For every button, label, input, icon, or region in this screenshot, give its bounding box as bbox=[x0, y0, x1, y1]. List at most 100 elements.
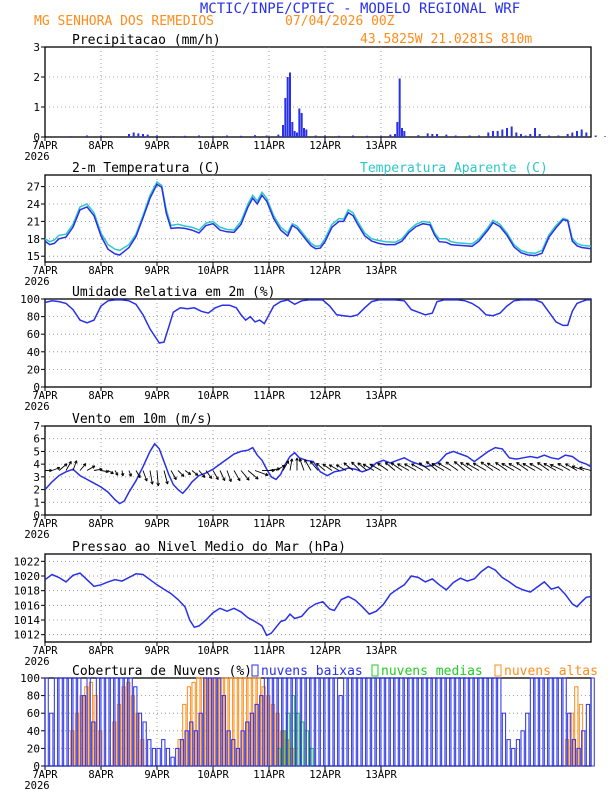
wind-vector-head bbox=[328, 464, 333, 468]
precip-bar bbox=[137, 133, 140, 137]
cloud-title: Cobertura de Nuvens (%) bbox=[72, 664, 252, 679]
precip-bar bbox=[403, 131, 406, 137]
cloud-low-bar bbox=[441, 677, 446, 767]
temp-frame bbox=[44, 174, 592, 263]
wind-vector-head bbox=[295, 457, 299, 461]
wind-vector-head bbox=[472, 462, 477, 466]
cloud-low-bar bbox=[543, 677, 549, 767]
rh-xtick-label: 12APR bbox=[309, 390, 341, 402]
precip-bar bbox=[142, 134, 144, 137]
wind-vector bbox=[438, 462, 452, 471]
cloud-low-bar bbox=[347, 677, 353, 767]
pres-ytick-label: 1016 bbox=[14, 599, 41, 612]
cloud-low-bar bbox=[520, 730, 525, 767]
cloud-high-bar bbox=[121, 686, 126, 767]
cloud-xtick-label: 12APR bbox=[309, 769, 341, 781]
cloud-high-bar bbox=[270, 703, 276, 767]
wind-ytick-label: 5 bbox=[33, 445, 40, 458]
cloud-low-bar bbox=[301, 677, 306, 767]
precip-bar bbox=[454, 135, 457, 137]
cloud-high-bar bbox=[84, 686, 89, 767]
cloud-low-bar bbox=[268, 677, 273, 767]
wind-vector-head bbox=[49, 468, 53, 473]
cloud-low-bar bbox=[529, 677, 535, 767]
cloud-low-bar bbox=[81, 695, 87, 767]
temp-panel: 15 18 21 24 27 7APR 8APR 9APR 10APR 11APR 12APR 13A… bbox=[24, 161, 592, 288]
cloud-low-bar bbox=[581, 730, 586, 767]
cloud-low-bar bbox=[459, 677, 465, 767]
cloud-year-label: 2026 bbox=[24, 780, 49, 792]
precip-bar bbox=[172, 136, 175, 137]
legend-swatch bbox=[251, 664, 259, 677]
wind-vector-head bbox=[282, 464, 286, 469]
cloud-low-bar bbox=[548, 677, 553, 767]
cloud-low-bar bbox=[450, 677, 455, 767]
precip-bar bbox=[298, 108, 301, 137]
cloud-low-bar bbox=[403, 677, 409, 767]
precip-xtick-label: 13APR bbox=[365, 140, 397, 152]
precip-bar bbox=[576, 131, 578, 137]
legend-label: nuvens medias bbox=[381, 664, 483, 679]
wind-vector-head bbox=[508, 463, 512, 467]
wind-vector-head bbox=[418, 462, 423, 466]
cloud-high-bar bbox=[182, 703, 187, 767]
precip-bar bbox=[604, 136, 606, 137]
precip-bar bbox=[146, 134, 149, 137]
cloud-low-bar bbox=[576, 747, 581, 767]
cloud-low-bar bbox=[207, 677, 213, 767]
precip-bar bbox=[286, 77, 289, 137]
precip-panel: 0 1 2 3 7APR 8APR 9APR 10APR 11APR 12APR 13APR 2026… bbox=[24, 33, 606, 163]
wind-vector-head bbox=[516, 462, 520, 466]
wind-vector-head bbox=[369, 463, 374, 467]
wind-vector bbox=[431, 463, 445, 471]
wind-vector-head bbox=[543, 463, 547, 467]
cloud-high-bar bbox=[116, 703, 122, 767]
wind-vector bbox=[557, 463, 571, 471]
cloud-low-bar bbox=[361, 677, 367, 767]
cloud-low-bar bbox=[72, 677, 77, 767]
wind-vector bbox=[107, 470, 114, 475]
wind-vector bbox=[198, 470, 206, 478]
wind-vector bbox=[466, 462, 480, 471]
pres-ytick-label: 1014 bbox=[14, 614, 41, 627]
cloud-low-bar bbox=[375, 677, 381, 767]
cloud-low-bar bbox=[557, 677, 563, 767]
cloud-low-bar bbox=[91, 721, 96, 767]
rh-title: Umidade Relativa em 2m (%) bbox=[72, 285, 276, 300]
cloud-low-bar bbox=[445, 677, 451, 767]
wind-vector-head bbox=[431, 463, 435, 467]
wind-vector bbox=[149, 470, 153, 485]
wind-vector-head bbox=[208, 475, 213, 479]
precip-bar bbox=[585, 132, 588, 137]
rh-ytick-label: 100 bbox=[20, 293, 40, 306]
precip-bar bbox=[198, 135, 200, 137]
pres-xtick-label: 11APR bbox=[253, 645, 285, 657]
precip-bar bbox=[240, 135, 242, 137]
precip-frame bbox=[44, 46, 592, 138]
cloud-low-bar bbox=[254, 703, 259, 767]
wind-vector bbox=[501, 463, 515, 471]
cloud-high-bar bbox=[214, 677, 220, 767]
wind-vector bbox=[445, 461, 459, 471]
cloud-high-bar bbox=[191, 681, 196, 767]
wind-vector bbox=[529, 463, 543, 471]
wind-xtick-label: 10APR bbox=[197, 518, 229, 530]
wind-vector bbox=[72, 460, 78, 471]
cloud-low-bar bbox=[585, 703, 591, 767]
cloud-high-bar bbox=[574, 686, 579, 767]
cloud-low-bar bbox=[380, 677, 385, 767]
precip-bar bbox=[389, 134, 392, 137]
cloud-high-bar bbox=[266, 695, 271, 767]
wind-ytick-label: 6 bbox=[33, 433, 40, 446]
precip-bar bbox=[468, 135, 471, 137]
cloud-low-bar bbox=[338, 695, 343, 767]
precip-bar bbox=[396, 122, 399, 137]
precip-bar bbox=[184, 135, 186, 137]
cloud-low-bar bbox=[151, 747, 157, 767]
wind-vector bbox=[212, 470, 219, 480]
wind-vector-head bbox=[460, 462, 464, 466]
wind-vector bbox=[205, 470, 212, 479]
wind-vector bbox=[390, 462, 403, 471]
cloud-low-bar bbox=[417, 677, 423, 767]
wind-vector-head bbox=[237, 477, 241, 482]
